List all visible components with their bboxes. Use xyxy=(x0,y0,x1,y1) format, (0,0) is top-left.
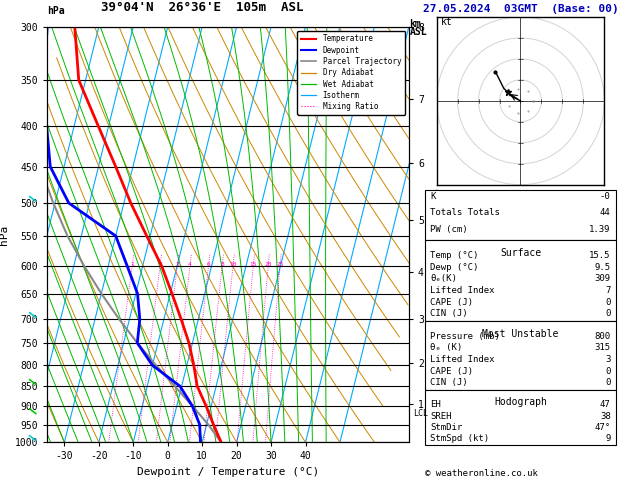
X-axis label: Dewpoint / Temperature (°C): Dewpoint / Temperature (°C) xyxy=(137,467,319,477)
Text: CIN (J): CIN (J) xyxy=(430,378,468,387)
Text: 0: 0 xyxy=(605,298,611,307)
Text: 800: 800 xyxy=(594,331,611,341)
Text: LCL: LCL xyxy=(413,409,428,418)
Text: 7: 7 xyxy=(605,286,611,295)
Text: Temp (°C): Temp (°C) xyxy=(430,251,479,260)
Bar xyxy=(425,240,616,321)
Legend: Temperature, Dewpoint, Parcel Trajectory, Dry Adiabat, Wet Adiabat, Isotherm, Mi: Temperature, Dewpoint, Parcel Trajectory… xyxy=(298,31,405,115)
Text: 47°: 47° xyxy=(594,423,611,432)
Text: CAPE (J): CAPE (J) xyxy=(430,298,474,307)
Text: Totals Totals: Totals Totals xyxy=(430,208,500,217)
Text: 6: 6 xyxy=(206,261,210,267)
Text: CIN (J): CIN (J) xyxy=(430,310,468,318)
Text: 1.39: 1.39 xyxy=(589,225,611,234)
Y-axis label: hPa: hPa xyxy=(0,225,9,244)
Text: 0: 0 xyxy=(605,366,611,376)
Text: θₑ (K): θₑ (K) xyxy=(430,343,462,352)
Text: 2: 2 xyxy=(158,261,162,267)
Text: 9.5: 9.5 xyxy=(594,262,611,272)
Text: 27.05.2024  03GMT  (Base: 00): 27.05.2024 03GMT (Base: 00) xyxy=(423,3,618,14)
Text: 38: 38 xyxy=(600,412,611,421)
Text: Surface: Surface xyxy=(500,248,541,258)
Text: 20: 20 xyxy=(264,261,272,267)
Text: Lifted Index: Lifted Index xyxy=(430,355,495,364)
Text: 15: 15 xyxy=(250,261,257,267)
Text: 315: 315 xyxy=(594,343,611,352)
Text: 0: 0 xyxy=(605,310,611,318)
Text: Hodograph: Hodograph xyxy=(494,398,547,407)
Text: 3: 3 xyxy=(605,355,611,364)
Text: 25: 25 xyxy=(276,261,284,267)
Bar xyxy=(425,389,616,445)
Text: StmDir: StmDir xyxy=(430,423,462,432)
Text: θₑ(K): θₑ(K) xyxy=(430,274,457,283)
Text: ASL: ASL xyxy=(409,27,427,37)
Text: PW (cm): PW (cm) xyxy=(430,225,468,234)
Text: 44: 44 xyxy=(600,208,611,217)
Text: Mixing Ratio (g/kg): Mixing Ratio (g/kg) xyxy=(434,187,443,282)
Bar xyxy=(425,321,616,389)
Text: 309: 309 xyxy=(594,274,611,283)
Text: StmSpd (kt): StmSpd (kt) xyxy=(430,434,489,443)
Text: km: km xyxy=(409,19,421,29)
Text: Pressure (mb): Pressure (mb) xyxy=(430,331,500,341)
Text: hPa: hPa xyxy=(47,5,65,16)
Text: 1: 1 xyxy=(130,261,134,267)
Text: 10: 10 xyxy=(229,261,237,267)
Text: kt: kt xyxy=(441,17,453,27)
Text: EH: EH xyxy=(430,400,441,410)
Text: 39°04'N  26°36'E  105m  ASL: 39°04'N 26°36'E 105m ASL xyxy=(101,0,303,14)
Bar xyxy=(425,190,616,240)
Text: 0: 0 xyxy=(605,378,611,387)
Text: 15.5: 15.5 xyxy=(589,251,611,260)
Text: © weatheronline.co.uk: © weatheronline.co.uk xyxy=(425,469,537,478)
Text: CAPE (J): CAPE (J) xyxy=(430,366,474,376)
Text: 4: 4 xyxy=(188,261,192,267)
Text: -0: -0 xyxy=(600,192,611,201)
Text: 8: 8 xyxy=(220,261,224,267)
Text: Most Unstable: Most Unstable xyxy=(482,329,559,339)
Text: Dewp (°C): Dewp (°C) xyxy=(430,262,479,272)
Text: 9: 9 xyxy=(605,434,611,443)
Text: SREH: SREH xyxy=(430,412,452,421)
Text: 47: 47 xyxy=(600,400,611,410)
Text: Lifted Index: Lifted Index xyxy=(430,286,495,295)
Text: 3: 3 xyxy=(175,261,179,267)
Text: K: K xyxy=(430,192,436,201)
